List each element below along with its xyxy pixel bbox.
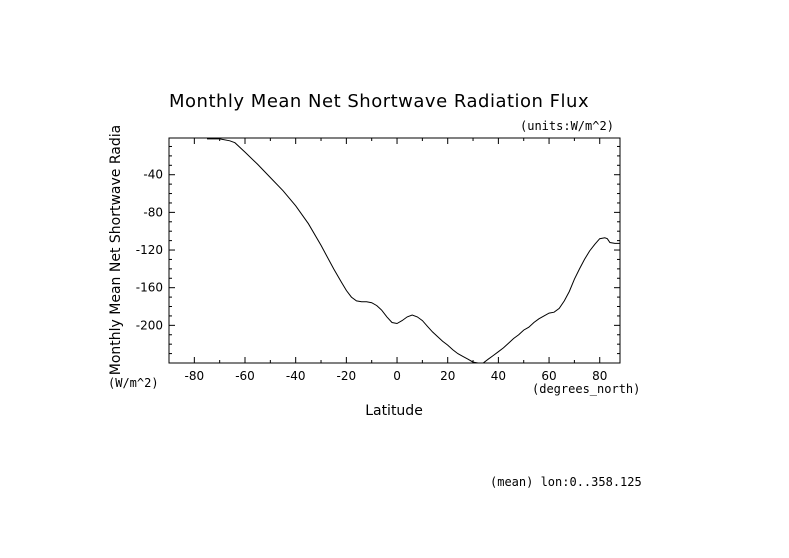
x-tick-label: -40 xyxy=(286,369,306,383)
x-tick-label: 40 xyxy=(491,369,506,383)
y-tick-label: -80 xyxy=(143,205,163,219)
series-line xyxy=(207,138,620,364)
x-tick-label: 80 xyxy=(592,369,607,383)
x-axis-units: (degrees_north) xyxy=(532,382,640,396)
y-axis-ticks: -40 -80 -120 -160 -200 xyxy=(136,145,620,364)
x-tick-label: 60 xyxy=(541,369,556,383)
units-label: (units:W/m^2) xyxy=(520,119,614,133)
plot-frame xyxy=(168,137,621,364)
y-tick-label: -200 xyxy=(136,318,163,332)
footnote: (mean) lon:0..358.125 xyxy=(490,475,642,489)
x-tick-label: -80 xyxy=(185,369,205,383)
x-axis-label: Latitude xyxy=(365,403,423,419)
y-tick-label: -160 xyxy=(136,281,163,295)
x-tick-label: 0 xyxy=(393,369,401,383)
chart-title: Monthly Mean Net Shortwave Radiation Flu… xyxy=(169,91,589,112)
x-tick-label: -20 xyxy=(337,369,357,383)
x-tick-label: -60 xyxy=(235,369,255,383)
y-tick-label: -40 xyxy=(143,168,163,182)
y-axis-units: (W/m^2) xyxy=(108,376,159,390)
y-axis-label: Monthly Mean Net Shortwave Radia xyxy=(108,125,124,375)
x-tick-label: 20 xyxy=(440,369,455,383)
x-axis-ticks: -80 -60 -40 -20 0 20 40 60 80 xyxy=(168,138,607,383)
y-tick-label: -120 xyxy=(136,243,163,257)
